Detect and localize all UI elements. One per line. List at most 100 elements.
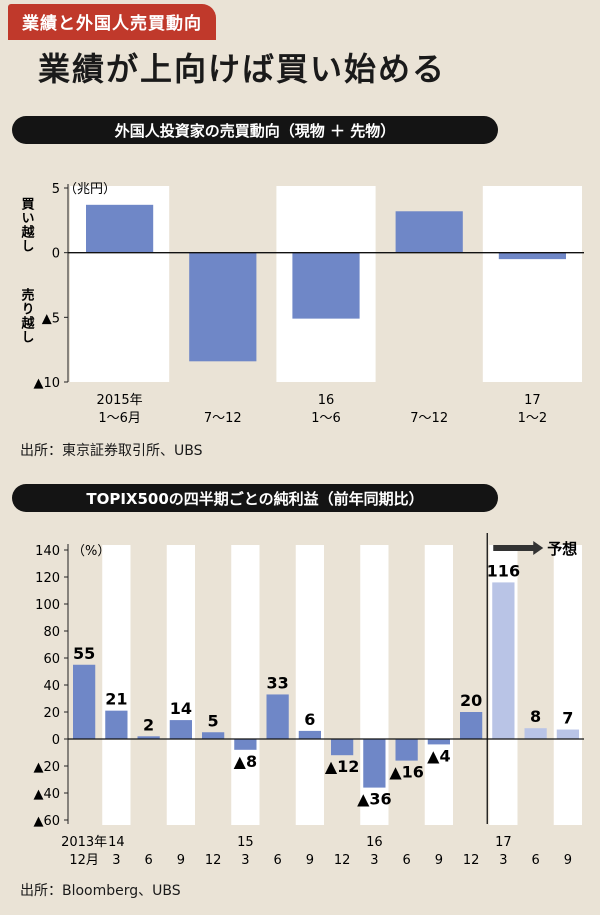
band xyxy=(424,545,453,825)
y-tick-label: ▲40 xyxy=(33,787,60,802)
chart2-source: 出所：Bloomberg、UBS xyxy=(20,883,181,899)
band xyxy=(231,545,260,825)
bar xyxy=(498,252,566,260)
bar xyxy=(105,710,128,739)
unit-label: （%） xyxy=(72,544,110,559)
bar xyxy=(202,732,225,739)
x-tick-label: 15 xyxy=(237,835,254,850)
bar xyxy=(395,739,418,761)
x-tick-label: 3 xyxy=(499,853,507,868)
value-label: ▲4 xyxy=(427,746,450,765)
band xyxy=(553,545,582,825)
forecast-arrow xyxy=(493,541,544,555)
x-tick-label: 16 xyxy=(366,835,383,850)
x-tick-label: 1〜6月 xyxy=(98,411,141,426)
bar xyxy=(86,204,154,253)
section-tag: 業績と外国人売買動向 xyxy=(8,4,216,40)
x-tick-label: 2013年 xyxy=(61,835,107,850)
band xyxy=(166,545,195,825)
value-label: 2 xyxy=(143,715,154,734)
x-tick-label: 7〜12 xyxy=(410,411,448,426)
value-label: 55 xyxy=(73,644,95,663)
y-tick-label: ▲20 xyxy=(33,760,60,775)
bar xyxy=(363,739,386,788)
bar xyxy=(556,729,579,739)
y-tick-label: 20 xyxy=(43,706,60,721)
chart1-title: 外国人投資家の売買動向（現物 ＋ 先物） xyxy=(12,116,498,144)
y-tick-label: 140 xyxy=(35,544,60,559)
label-sell: 売り越し xyxy=(19,287,36,344)
x-tick-label: 7〜12 xyxy=(204,411,242,426)
value-label: ▲16 xyxy=(389,763,424,782)
value-label: 8 xyxy=(530,707,541,726)
x-tick-label: 9 xyxy=(435,853,443,868)
x-tick-label: 3 xyxy=(370,853,378,868)
band xyxy=(295,545,324,825)
value-label: ▲36 xyxy=(357,790,392,809)
bar xyxy=(298,730,321,739)
bar xyxy=(73,664,96,739)
band xyxy=(102,545,131,825)
x-tick-label: 16 xyxy=(318,393,335,408)
y-tick-label: ▲10 xyxy=(33,376,60,391)
bar xyxy=(331,739,354,756)
bar xyxy=(137,736,160,739)
x-tick-label: 6 xyxy=(144,853,152,868)
x-tick-label: 9 xyxy=(306,853,314,868)
chart2-title: TOPIX500の四半期ごとの純利益（前年同期比） xyxy=(12,484,498,512)
bar xyxy=(460,712,483,739)
x-tick-label: 17 xyxy=(524,393,541,408)
value-label: ▲8 xyxy=(234,752,257,771)
headline: 業績が上向けば買い始める xyxy=(38,50,447,88)
bar xyxy=(292,252,360,319)
y-tick-label: 120 xyxy=(35,571,60,586)
x-tick-label: 3 xyxy=(112,853,120,868)
y-tick-label: 0 xyxy=(52,733,60,748)
bar xyxy=(395,211,463,253)
bar xyxy=(492,582,515,739)
value-label: 7 xyxy=(562,709,573,728)
value-label: 14 xyxy=(170,699,192,718)
forecast-label: 予想 xyxy=(547,540,577,558)
value-label: 5 xyxy=(208,711,219,730)
y-tick-label: 40 xyxy=(43,679,60,694)
bar xyxy=(189,252,257,362)
bar xyxy=(427,739,450,745)
x-tick-label: 12 xyxy=(463,853,480,868)
y-tick-label: 60 xyxy=(43,652,60,667)
x-tick-label: 12月 xyxy=(69,853,99,868)
x-tick-label: 9 xyxy=(564,853,572,868)
x-tick-label: 9 xyxy=(177,853,185,868)
x-tick-label: 3 xyxy=(241,853,249,868)
band xyxy=(482,186,582,382)
value-label: 33 xyxy=(266,673,288,692)
unit-label: （兆円） xyxy=(64,182,116,197)
x-tick-label: 12 xyxy=(334,853,351,868)
x-tick-label: 2015年 xyxy=(97,393,143,408)
bar xyxy=(169,720,192,739)
bar xyxy=(266,694,289,739)
value-label: 116 xyxy=(487,561,520,580)
chart1-source: 出所：東京証券取引所、UBS xyxy=(20,443,203,459)
x-tick-label: 14 xyxy=(108,835,125,850)
x-tick-label: 1〜2 xyxy=(518,411,548,426)
x-tick-label: 12 xyxy=(205,853,222,868)
y-tick-label: ▲5 xyxy=(42,311,60,326)
y-tick-label: 0 xyxy=(52,247,60,262)
bar xyxy=(234,739,257,750)
value-label: 6 xyxy=(304,710,315,729)
y-tick-label: 100 xyxy=(35,598,60,613)
value-label: 21 xyxy=(105,690,127,709)
y-tick-label: 5 xyxy=(52,182,60,197)
x-tick-label: 17 xyxy=(495,835,512,850)
label-buy: 買い越し xyxy=(19,197,36,253)
x-tick-label: 1〜6 xyxy=(311,411,341,426)
y-tick-label: 80 xyxy=(43,625,60,640)
value-label: 20 xyxy=(460,691,482,710)
x-tick-label: 6 xyxy=(402,853,410,868)
y-tick-label: ▲60 xyxy=(33,814,60,829)
bar xyxy=(524,728,547,739)
x-tick-label: 6 xyxy=(273,853,281,868)
